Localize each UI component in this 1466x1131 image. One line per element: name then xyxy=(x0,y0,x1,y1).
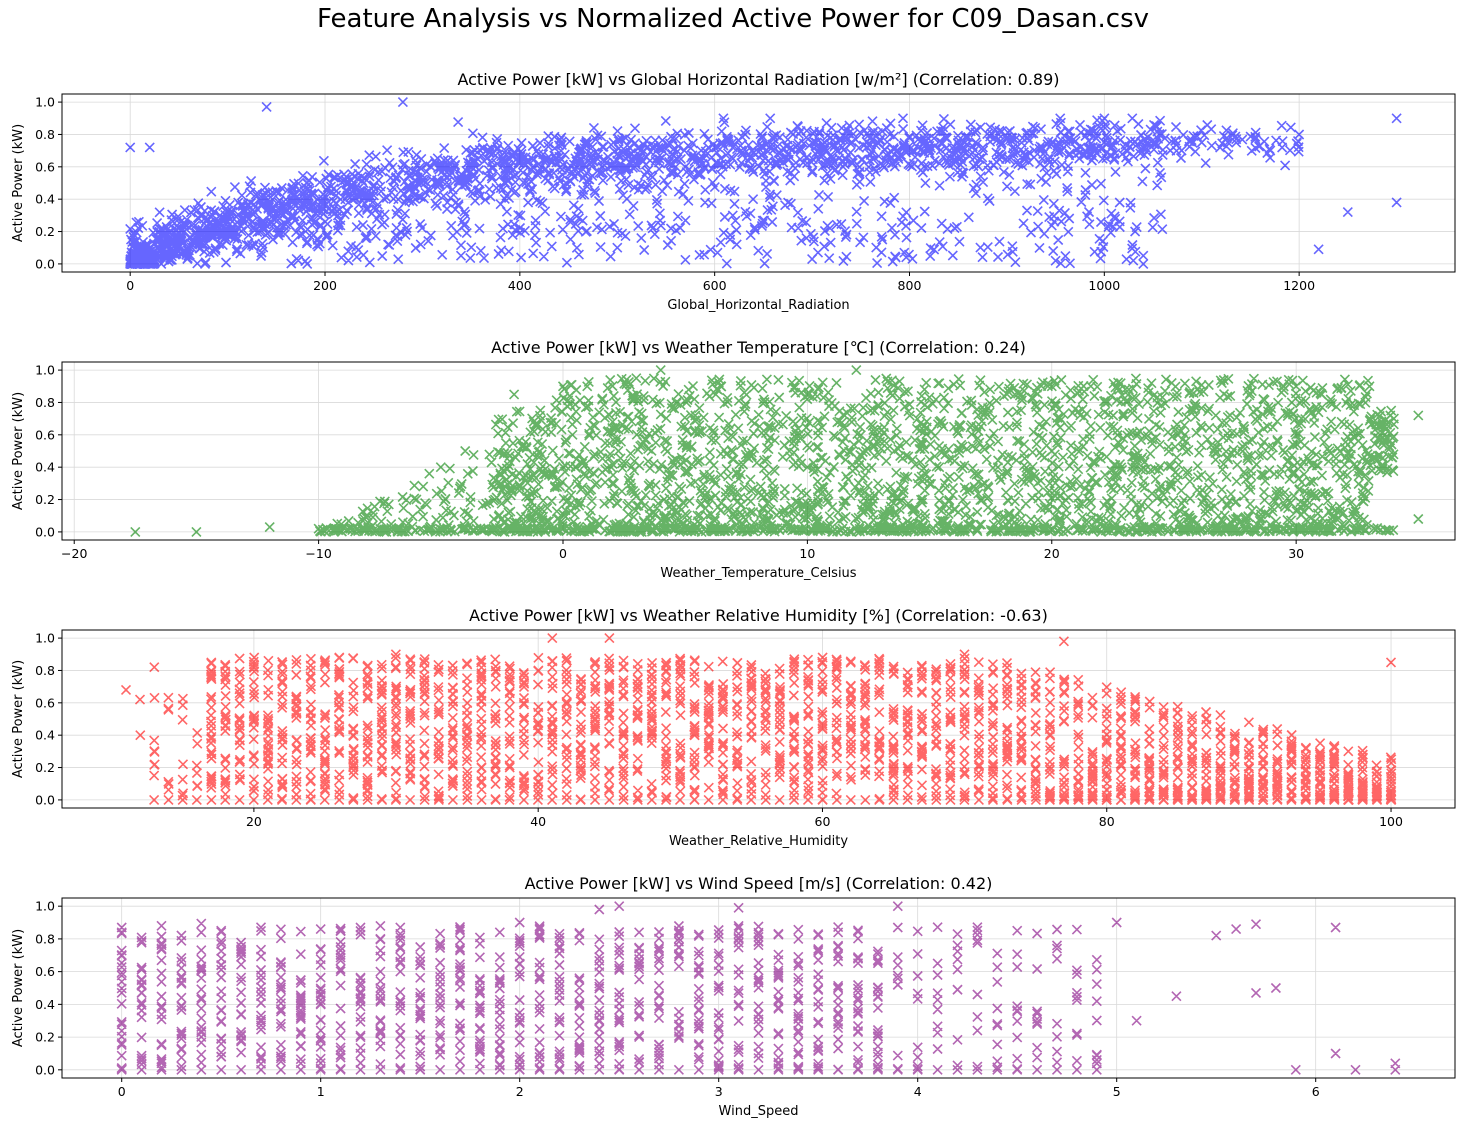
y-tick-label: 0.0 xyxy=(35,524,55,539)
x-tick-label: 10 xyxy=(799,546,815,561)
x-tick-label: 200 xyxy=(313,278,337,293)
y-tick-label: 0.4 xyxy=(35,728,55,743)
x-tick-label: 800 xyxy=(898,278,922,293)
x-tick-label: 4 xyxy=(914,1084,922,1099)
y-tick-label: 0.8 xyxy=(35,663,55,678)
x-tick-label: −10 xyxy=(305,546,331,561)
scatter-series xyxy=(125,97,1402,269)
x-tick-label: 1 xyxy=(317,1084,325,1099)
y-tick-label: 1.0 xyxy=(35,631,55,646)
axes-frame xyxy=(61,93,1456,273)
y-tick-label: 0.8 xyxy=(35,127,55,142)
x-tick-label: −20 xyxy=(61,546,87,561)
axes-frame xyxy=(61,629,1456,809)
scatter-markers xyxy=(120,633,1397,805)
scatter-markers xyxy=(130,365,1424,537)
x-tick-label: 30 xyxy=(1288,546,1304,561)
y-axis-label: Active Power (kW) xyxy=(11,392,26,510)
x-tick-label: 0 xyxy=(126,278,134,293)
subplot-title: Active Power [kW] vs Global Horizontal R… xyxy=(457,70,1059,89)
axes-frame xyxy=(61,361,1456,541)
subplot-title: Active Power [kW] vs Wind Speed [m/s] (C… xyxy=(525,874,993,893)
x-tick-label: 0 xyxy=(559,546,567,561)
x-axis-label: Wind_Speed xyxy=(719,1104,799,1119)
y-tick-label: 0.2 xyxy=(35,224,55,239)
figure-suptitle: Feature Analysis vs Normalized Active Po… xyxy=(316,4,1150,34)
y-tick-label: 1.0 xyxy=(35,899,55,914)
subplot-3: Active Power [kW] vs Weather Relative Hu… xyxy=(11,606,1456,849)
y-tick-label: 0.8 xyxy=(35,931,55,946)
y-tick-label: 0.6 xyxy=(35,964,55,979)
y-tick-label: 0.0 xyxy=(35,792,55,807)
x-tick-label: 3 xyxy=(715,1084,723,1099)
y-axis-label: Active Power (kW) xyxy=(11,929,26,1047)
x-tick-label: 1000 xyxy=(1088,278,1120,293)
x-tick-label: 2 xyxy=(516,1084,524,1099)
x-tick-label: 400 xyxy=(508,278,532,293)
x-tick-label: 6 xyxy=(1312,1084,1320,1099)
scatter-markers xyxy=(125,97,1402,269)
x-tick-label: 5 xyxy=(1113,1084,1121,1099)
x-tick-label: 60 xyxy=(815,814,831,829)
y-axis-label: Active Power (kW) xyxy=(11,660,26,778)
y-tick-label: 0.8 xyxy=(35,395,55,410)
x-axis-label: Global_Horizontal_Radiation xyxy=(667,298,849,313)
subplot-1: Active Power [kW] vs Global Horizontal R… xyxy=(11,70,1456,313)
y-tick-label: 0.2 xyxy=(35,760,55,775)
x-tick-label: 20 xyxy=(1044,546,1060,561)
x-axis-label: Weather_Temperature_Celsius xyxy=(660,566,856,581)
y-tick-label: 0.2 xyxy=(35,1030,55,1045)
y-axis-label: Active Power (kW) xyxy=(11,124,26,242)
scatter-series xyxy=(130,365,1424,537)
y-tick-label: 1.0 xyxy=(35,95,55,110)
y-tick-label: 0.4 xyxy=(35,192,55,207)
x-tick-label: 0 xyxy=(118,1084,126,1099)
y-tick-label: 0.0 xyxy=(35,256,55,271)
subplot-title: Active Power [kW] vs Weather Temperature… xyxy=(491,338,1026,357)
scatter-series xyxy=(116,901,1401,1075)
subplot-title: Active Power [kW] vs Weather Relative Hu… xyxy=(469,606,1048,625)
x-tick-label: 600 xyxy=(703,278,727,293)
y-tick-label: 1.0 xyxy=(35,363,55,378)
scatter-markers xyxy=(116,901,1401,1075)
y-tick-label: 0.6 xyxy=(35,695,55,710)
subplot-2: Active Power [kW] vs Weather Temperature… xyxy=(11,338,1456,581)
x-tick-label: 80 xyxy=(1099,814,1115,829)
y-tick-label: 0.4 xyxy=(35,460,55,475)
scatter-series xyxy=(120,633,1397,805)
x-tick-label: 1200 xyxy=(1283,278,1315,293)
y-tick-label: 0.2 xyxy=(35,492,55,507)
subplot-4: Active Power [kW] vs Wind Speed [m/s] (C… xyxy=(11,874,1456,1119)
x-tick-label: 100 xyxy=(1379,814,1403,829)
y-tick-label: 0.0 xyxy=(35,1062,55,1077)
x-tick-label: 20 xyxy=(246,814,262,829)
y-tick-label: 0.6 xyxy=(35,427,55,442)
y-tick-label: 0.6 xyxy=(35,159,55,174)
x-tick-label: 40 xyxy=(530,814,546,829)
y-tick-label: 0.4 xyxy=(35,997,55,1012)
axes-frame xyxy=(61,897,1456,1079)
x-axis-label: Weather_Relative_Humidity xyxy=(669,834,848,849)
